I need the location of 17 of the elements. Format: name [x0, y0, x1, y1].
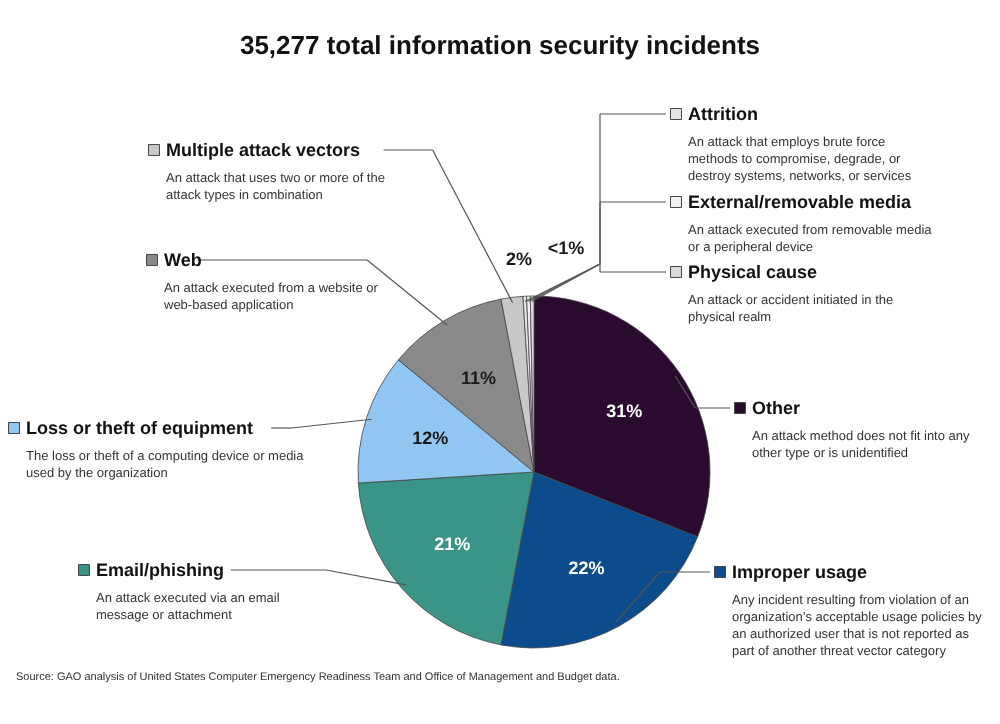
data-label: 31% — [606, 400, 643, 421]
legend-label: Other — [752, 398, 801, 418]
legend-label: Multiple attack vectors — [166, 140, 361, 160]
legend-label: Web — [164, 250, 203, 270]
data-label: 2% — [506, 248, 533, 269]
data-label: 22% — [568, 557, 605, 578]
legend-label: Loss or theft of equipment — [26, 418, 253, 438]
legend-label: Email/phishing — [96, 560, 225, 580]
legend-label: External/removable media — [688, 192, 914, 212]
data-label: <1% — [547, 238, 585, 258]
data-label: 11% — [460, 368, 496, 389]
legend-label: Physical cause — [688, 262, 818, 282]
legend-label: Attrition — [688, 104, 758, 124]
data-label: 12% — [412, 428, 449, 449]
chart-title: 35,277 total information security incidents — [239, 30, 761, 60]
data-label: 21% — [434, 534, 471, 555]
legend-label: Improper usage — [732, 562, 868, 582]
